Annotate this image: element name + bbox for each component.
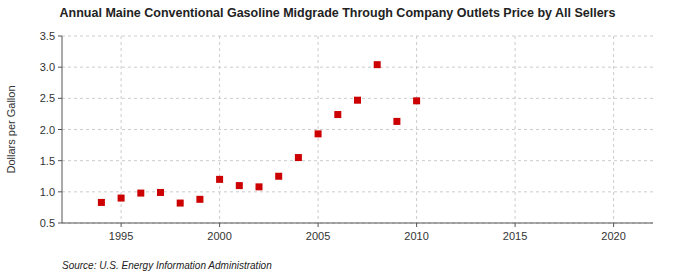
x-tick-label: 1995 xyxy=(109,230,133,242)
x-tick xyxy=(416,223,417,227)
point xyxy=(354,97,361,104)
point xyxy=(157,189,164,196)
point xyxy=(118,195,125,202)
y-tick-label: 3.5 xyxy=(40,30,55,42)
y-tick-label: 1.5 xyxy=(40,155,55,167)
x-grid-line xyxy=(515,36,516,223)
x-grid-line xyxy=(416,36,417,223)
x-tick-label: 2010 xyxy=(404,230,428,242)
x-axis-line xyxy=(62,223,653,224)
y-grid-line xyxy=(62,129,653,130)
chart-title: Annual Maine Conventional Gasoline Midgr… xyxy=(60,6,616,20)
point xyxy=(413,97,420,104)
y-grid-line xyxy=(62,160,653,161)
y-tick xyxy=(58,191,62,192)
x-grid-line xyxy=(613,36,614,223)
y-grid-line xyxy=(62,191,653,192)
y-axis-label: Dollars per Gallon xyxy=(5,85,17,173)
chart-container: Annual Maine Conventional Gasoline Midgr… xyxy=(0,0,675,275)
y-tick-label: 2.0 xyxy=(40,124,55,136)
x-tick-label: 2020 xyxy=(601,230,625,242)
point xyxy=(98,199,105,206)
point xyxy=(137,190,144,197)
point xyxy=(236,182,243,189)
point xyxy=(374,61,381,68)
y-tick-label: 2.5 xyxy=(40,92,55,104)
y-tick xyxy=(58,223,62,224)
x-tick xyxy=(219,223,220,227)
point xyxy=(334,111,341,118)
y-grid-line xyxy=(62,223,653,224)
x-tick xyxy=(613,223,614,227)
x-tick-label: 2005 xyxy=(306,230,330,242)
point xyxy=(196,196,203,203)
point xyxy=(256,183,263,190)
x-tick xyxy=(515,223,516,227)
y-axis-line xyxy=(62,36,63,223)
y-tick-label: 1.0 xyxy=(40,186,55,198)
chart-svg: Annual Maine Conventional Gasoline Midgr… xyxy=(0,0,675,275)
x-tick-label: 2015 xyxy=(503,230,527,242)
source-note: Source: U.S. Energy Information Administ… xyxy=(62,260,272,271)
axes: 0.5 1.0 1.5 2.0 2.5 3.0 3.5 1995 2000 2005 2010 201… xyxy=(40,30,653,242)
y-tick xyxy=(58,36,62,37)
point xyxy=(315,130,322,137)
x-tick xyxy=(121,223,122,227)
point xyxy=(216,176,223,183)
y-tick xyxy=(58,129,62,130)
x-tick xyxy=(318,223,319,227)
y-grid-line xyxy=(62,36,653,37)
point xyxy=(275,173,282,180)
x-grid-line xyxy=(219,36,220,223)
x-grid-line xyxy=(318,36,319,223)
y-grid-line xyxy=(62,67,653,68)
x-tick-label: 2000 xyxy=(207,230,231,242)
y-tick xyxy=(58,67,62,68)
grid xyxy=(62,36,653,223)
point xyxy=(177,200,184,207)
point xyxy=(295,154,302,161)
y-tick xyxy=(58,98,62,99)
points xyxy=(98,61,420,206)
y-tick-label: 3.0 xyxy=(40,61,55,73)
point xyxy=(393,118,400,125)
y-tick-label: 0.5 xyxy=(40,217,55,229)
y-tick xyxy=(58,160,62,161)
